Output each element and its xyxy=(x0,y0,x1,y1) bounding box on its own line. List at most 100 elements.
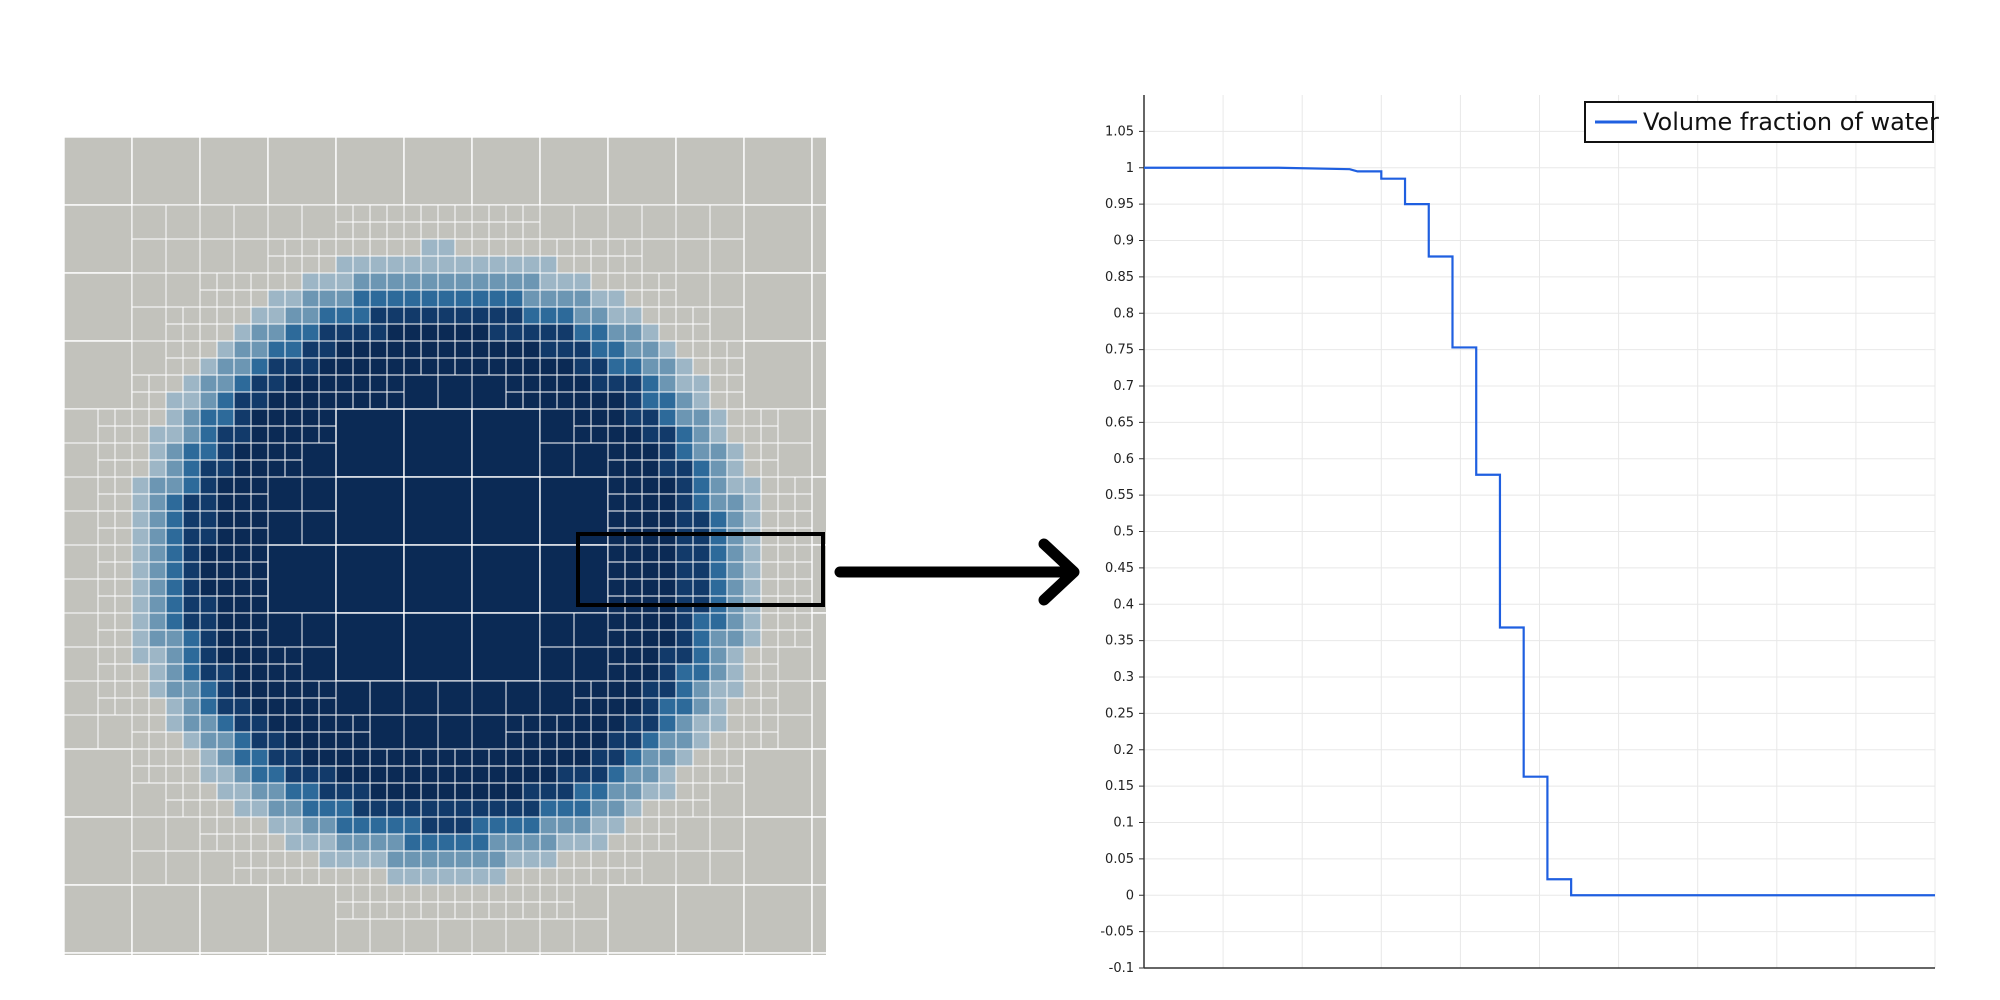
mesh-cell xyxy=(369,765,388,784)
mesh-cell xyxy=(233,578,252,597)
mesh-cell xyxy=(165,799,184,818)
mesh-cell xyxy=(624,323,643,342)
mesh-cell xyxy=(556,850,575,869)
mesh-cell xyxy=(709,527,728,546)
mesh-cell xyxy=(318,357,337,376)
mesh-cell xyxy=(522,221,541,240)
mesh-cell xyxy=(199,459,218,478)
mesh-cell xyxy=(488,884,507,903)
mesh-cell xyxy=(284,731,303,750)
mesh-cell xyxy=(335,340,354,359)
mesh-cell xyxy=(556,374,575,393)
mesh-cell xyxy=(233,374,252,393)
mesh-cell xyxy=(284,425,303,444)
mesh-cell xyxy=(267,204,303,240)
mesh-cell xyxy=(539,391,558,410)
mesh-cell xyxy=(743,459,762,478)
mesh-cell xyxy=(335,306,354,325)
mesh-cell xyxy=(471,952,541,955)
mesh-cell xyxy=(471,272,490,291)
mesh-cell xyxy=(301,782,320,801)
mesh-cell xyxy=(539,850,558,869)
mesh-cell xyxy=(658,697,677,716)
mesh-cell xyxy=(454,816,473,835)
mesh-cell xyxy=(267,748,286,767)
mesh-cell xyxy=(301,714,320,733)
mesh-cell xyxy=(267,408,286,427)
mesh-cell xyxy=(182,442,201,461)
mesh-cell xyxy=(726,493,745,512)
mesh-cell xyxy=(437,357,456,376)
mesh-cell xyxy=(64,952,133,955)
mesh-cell xyxy=(250,833,269,852)
mesh-cell xyxy=(658,833,677,852)
mesh-cell xyxy=(675,425,694,444)
mesh-cell xyxy=(284,867,303,886)
mesh-cell xyxy=(284,833,303,852)
mesh-cell xyxy=(641,374,660,393)
mesh-cell xyxy=(403,884,422,903)
mesh-cell xyxy=(182,680,201,699)
mesh-cell xyxy=(488,850,507,869)
mesh-cell xyxy=(199,289,218,308)
mesh-cell xyxy=(590,391,609,410)
mesh-cell xyxy=(437,255,456,274)
mesh-cell xyxy=(250,816,269,835)
mesh-cell xyxy=(607,714,626,733)
mesh-cell xyxy=(131,137,201,206)
mesh-cell xyxy=(488,323,507,342)
mesh-cell xyxy=(658,663,677,682)
mesh-cell xyxy=(420,850,439,869)
mesh-cell xyxy=(233,289,252,308)
mesh-cell xyxy=(522,391,541,410)
mesh-cell xyxy=(318,408,337,427)
mesh-cell xyxy=(250,323,269,342)
mesh-cell xyxy=(233,476,252,495)
mesh-cell xyxy=(641,391,660,410)
mesh-cell xyxy=(760,663,779,682)
mesh-cell xyxy=(199,510,218,529)
mesh-cell xyxy=(692,663,711,682)
mesh-cell xyxy=(199,629,218,648)
mesh-cell xyxy=(505,221,524,240)
mesh-cell xyxy=(352,204,371,223)
mesh-cell xyxy=(216,612,235,631)
mesh-cell xyxy=(386,255,405,274)
mesh-cell xyxy=(165,697,184,716)
mesh-cell xyxy=(607,357,626,376)
mesh-cell xyxy=(471,833,490,852)
legend-box xyxy=(1584,101,1934,143)
mesh-cell xyxy=(471,799,490,818)
mesh-cell xyxy=(607,459,626,478)
mesh-cell xyxy=(301,833,320,852)
mesh-cell xyxy=(233,238,269,274)
mesh-cell xyxy=(811,408,826,478)
mesh-cell xyxy=(114,646,133,665)
mesh-cell xyxy=(352,272,371,291)
mesh-cell xyxy=(794,544,813,563)
mesh-cell xyxy=(216,289,235,308)
mesh-cell xyxy=(505,867,524,886)
mesh-cell xyxy=(233,697,252,716)
mesh-cell xyxy=(539,833,558,852)
mesh-cell xyxy=(777,646,813,682)
mesh-cell xyxy=(216,799,235,818)
mesh-cell xyxy=(437,765,456,784)
mesh-cell xyxy=(641,476,660,495)
mesh-cell xyxy=(250,799,269,818)
mesh-cell xyxy=(250,697,269,716)
mesh-cell xyxy=(692,459,711,478)
mesh-cell xyxy=(760,476,779,495)
mesh-cell xyxy=(641,612,660,631)
mesh-cell xyxy=(624,680,643,699)
mesh-cell xyxy=(709,340,728,359)
mesh-cell xyxy=(607,323,626,342)
mesh-cell xyxy=(131,680,150,699)
mesh-cell xyxy=(760,493,779,512)
mesh-cell xyxy=(726,357,745,376)
mesh-cell xyxy=(590,306,609,325)
mesh-cell xyxy=(641,510,660,529)
mesh-cell xyxy=(658,323,677,342)
mesh-cell xyxy=(811,340,826,410)
mesh-cell xyxy=(437,816,456,835)
